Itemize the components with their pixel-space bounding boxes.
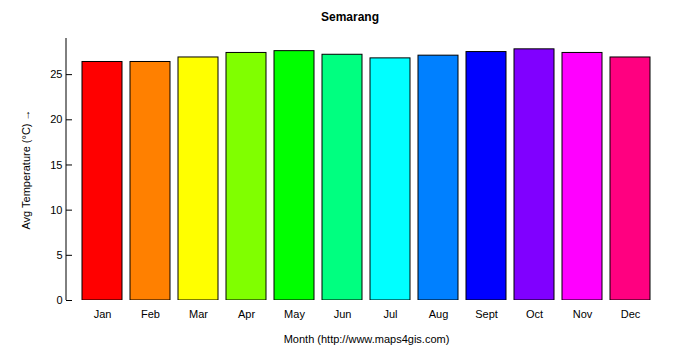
svg-text:Jan: Jan — [94, 308, 112, 320]
svg-text:0: 0 — [56, 294, 62, 306]
svg-text:Oct: Oct — [526, 308, 543, 320]
svg-text:25: 25 — [50, 68, 62, 80]
svg-text:Apr: Apr — [238, 308, 255, 320]
svg-text:5: 5 — [56, 249, 62, 261]
svg-text:Feb: Feb — [141, 308, 160, 320]
svg-text:10: 10 — [50, 204, 62, 216]
html-text:Semarang: Semarang — [321, 10, 379, 24]
svg-text:20: 20 — [50, 113, 62, 125]
svg-text:Jun: Jun — [334, 308, 352, 320]
svg-text:15: 15 — [50, 159, 62, 171]
svg-text:Avg Temperature (°C) →: Avg Temperature (°C) → — [20, 109, 32, 229]
svg-text:Sept: Sept — [475, 308, 498, 320]
svg-text:Jul: Jul — [383, 308, 397, 320]
svg-text:Dec: Dec — [621, 308, 641, 320]
svg-text:May: May — [284, 308, 305, 320]
svg-text:Nov: Nov — [573, 308, 593, 320]
svg-text:Mar: Mar — [189, 308, 208, 320]
svg-text:Aug: Aug — [429, 308, 449, 320]
svg-text:Month (http://www.maps4gis.com: Month (http://www.maps4gis.com) — [284, 333, 450, 345]
